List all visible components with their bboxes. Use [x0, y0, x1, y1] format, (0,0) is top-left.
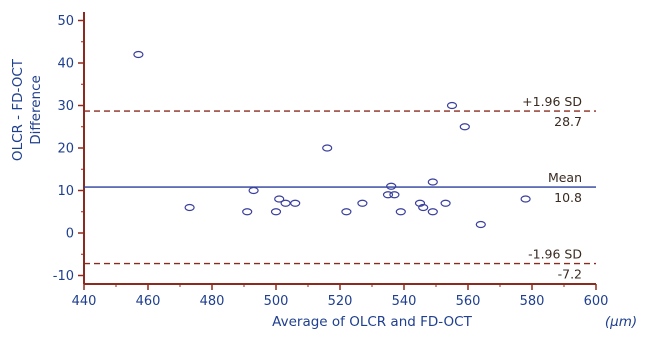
y-tick-label: -10 — [53, 269, 74, 284]
data-point — [341, 208, 352, 216]
y-tick-label: 10 — [57, 184, 74, 199]
x-tick-label: 480 — [200, 294, 225, 309]
x-tick-label: 540 — [392, 294, 417, 309]
data-point — [290, 199, 301, 207]
x-tick-label: 560 — [456, 294, 481, 309]
data-point — [475, 220, 486, 229]
data-point — [270, 208, 282, 216]
data-point — [322, 144, 333, 152]
y-tick-label: 20 — [57, 142, 74, 157]
upper-loa-value-label: 28.7 — [554, 114, 582, 129]
data-point — [446, 101, 458, 110]
x-tick-label: 580 — [520, 294, 545, 309]
data-point — [274, 195, 285, 203]
x-axis-unit: (μm) — [605, 314, 637, 330]
data-point — [133, 50, 144, 59]
mean-value-label: 10.8 — [554, 190, 582, 205]
y-axis-title-line2: Difference — [28, 75, 44, 145]
upper-loa-label: +1.96 SD — [522, 94, 582, 109]
y-tick-label: 0 — [66, 227, 74, 242]
data-point — [427, 178, 438, 186]
data-point — [382, 191, 394, 199]
data-point — [414, 199, 426, 207]
y-tick-label: 40 — [57, 57, 74, 72]
data-point — [248, 186, 259, 195]
data-point — [427, 208, 438, 216]
x-tick-label: 500 — [264, 294, 289, 309]
y-tick-label: 30 — [57, 99, 74, 114]
data-point — [418, 203, 429, 212]
data-point — [184, 203, 195, 212]
data-point — [386, 182, 397, 190]
data-point — [520, 195, 531, 203]
data-point — [357, 199, 368, 207]
y-axis-title: OLCR - FD-OCT Difference — [10, 58, 44, 161]
data-point — [242, 208, 253, 216]
data-point — [389, 191, 400, 199]
lower-loa-label: -1.96 SD — [528, 247, 582, 262]
y-axis-title-line1: OLCR - FD-OCT — [10, 58, 26, 161]
x-tick-label: 460 — [136, 294, 161, 309]
data-point — [440, 199, 451, 207]
x-axis-title: Average of OLCR and FD-OCT — [272, 314, 472, 330]
lower-loa-value-label: -7.2 — [558, 267, 582, 282]
x-tick-label: 440 — [72, 294, 97, 309]
data-point — [459, 123, 470, 131]
y-tick-label: 50 — [57, 14, 74, 29]
x-tick-label: 520 — [328, 294, 353, 309]
plot-area: -10 0 10 20 30 40 50 440 460 480 500 520 540 560 580 60… — [53, 12, 609, 309]
data-point — [280, 199, 291, 207]
data-point — [395, 208, 406, 216]
mean-label: Mean — [548, 170, 582, 185]
x-tick-label: 600 — [584, 294, 609, 309]
